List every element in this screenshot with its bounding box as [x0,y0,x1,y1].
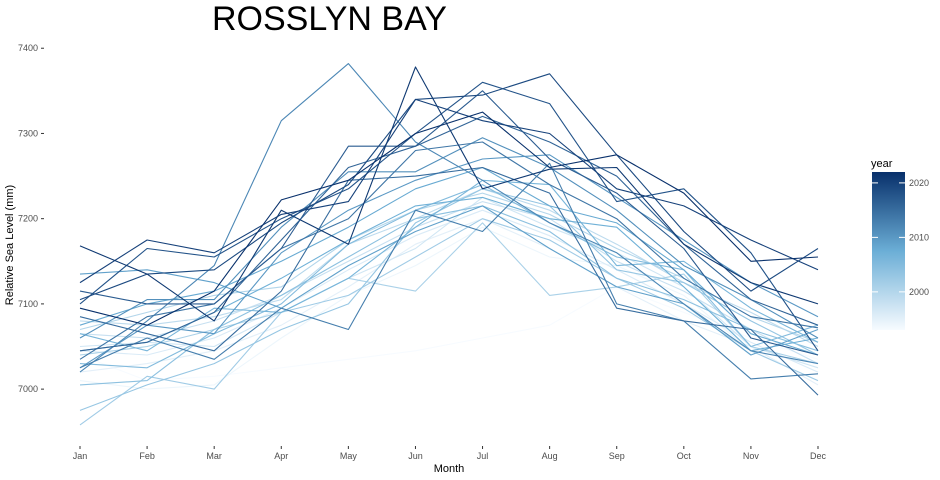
x-tick-label: Aug [542,451,558,461]
y-tick-label: 7400 [18,43,38,53]
series-line-2009 [79,205,819,356]
legend-tick-label: 2010 [909,232,929,242]
series-line-2002 [79,218,819,426]
y-tick-label: 7100 [18,299,38,309]
series-line-2019 [79,73,819,301]
series-line-2006 [79,179,819,352]
x-tick-label: Feb [139,451,155,461]
x-tick-label: Nov [743,451,760,461]
x-axis: Jan Feb Mar Apr May Jun Jul Aug Sep Oct Nov Dec [73,446,827,461]
series-line-2011 [79,137,819,339]
y-tick-label: 7200 [18,214,38,224]
series-line-2015 [79,166,819,396]
series-line-2010 [79,154,819,369]
y-tick-label: 7000 [18,384,38,394]
x-tick-label: Apr [274,451,288,461]
x-tick-label: Jan [73,451,88,461]
series-line-2016 [79,115,819,352]
series-line-2022 [79,111,819,326]
y-axis: 7000 7100 7200 7300 7400 [18,43,44,394]
series-line-2017 [79,90,819,356]
x-tick-label: Sep [609,451,625,461]
series-line-2021 [79,66,819,322]
series-line-2014 [79,141,819,360]
series-lines [79,63,819,426]
series-line-2004 [79,205,819,386]
x-axis-label: Month [434,463,465,475]
series-line-2008 [79,166,819,356]
y-axis-label: Relative Sea Level (mm) [4,185,16,305]
x-tick-label: May [340,451,358,461]
x-tick-label: Jun [408,451,423,461]
legend-ticks: 2000 2010 2020 [872,178,929,297]
series-line-2003 [79,188,819,411]
legend-title: year [871,158,893,170]
x-tick-label: Jul [477,451,489,461]
chart-title: ROSSLYN BAY [212,0,447,38]
legend-colorbar [872,172,905,330]
color-legend: year 2000 2010 2020 [871,158,929,330]
y-tick-label: 7300 [18,128,38,138]
x-tick-label: Oct [677,451,692,461]
series-line-2020 [79,98,819,284]
series-line-1995 [79,218,819,386]
series-line-1993 [79,286,819,382]
legend-tick-label: 2000 [909,287,929,297]
series-line-2013 [79,162,819,380]
series-line-2018 [79,81,819,352]
legend-tick-label: 2020 [909,178,929,188]
series-line-1998 [79,201,819,365]
x-tick-label: Dec [810,451,827,461]
series-line-2012 [79,63,819,373]
x-tick-label: Mar [206,451,222,461]
series-line-1997 [79,196,819,369]
series-line-2005 [79,184,819,369]
